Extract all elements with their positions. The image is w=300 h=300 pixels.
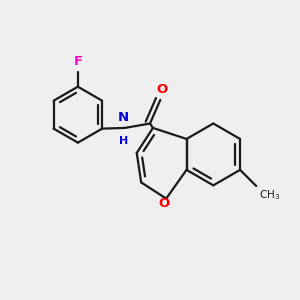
Text: O: O	[156, 83, 167, 96]
Text: CH$_3$: CH$_3$	[259, 188, 280, 202]
Text: F: F	[73, 56, 83, 68]
Text: O: O	[158, 197, 169, 210]
Text: N: N	[118, 111, 129, 124]
Text: H: H	[119, 136, 128, 146]
